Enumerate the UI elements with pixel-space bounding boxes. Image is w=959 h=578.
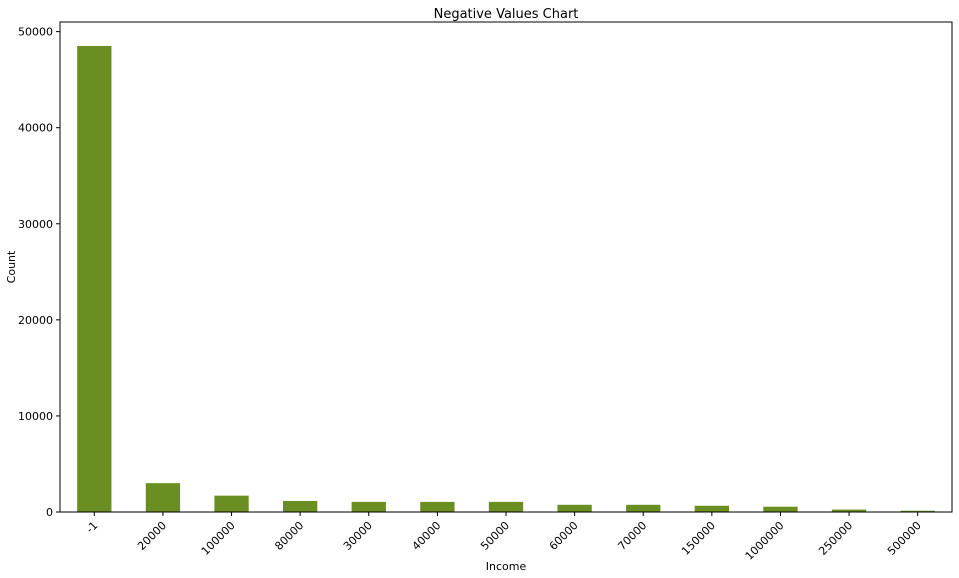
y-tick-label: 50000	[18, 26, 53, 39]
bar-150000	[694, 505, 729, 512]
y-tick-label: 40000	[18, 122, 53, 135]
y-axis-label: Count	[5, 250, 18, 283]
bar--1	[77, 46, 112, 513]
y-tick-label: 10000	[18, 410, 53, 423]
bar-50000	[488, 501, 524, 512]
y-tick-label: 30000	[18, 218, 53, 231]
bar-70000	[626, 504, 661, 512]
bar-20000	[145, 483, 181, 512]
plot-frame	[59, 21, 953, 513]
y-axis-ticks: 0 10000 20000 30000 40000 50000	[18, 26, 60, 519]
bars-group	[77, 46, 935, 513]
chart-title: Negative Values Chart	[434, 7, 579, 22]
bar-30000	[351, 501, 386, 512]
bar-500000	[900, 510, 935, 512]
y-tick-label: 0	[46, 506, 53, 519]
bar-40000	[420, 501, 455, 512]
bar-250000	[831, 509, 867, 512]
y-tick-label: 20000	[18, 314, 53, 327]
bar-60000	[557, 504, 592, 512]
bar-1000000	[763, 506, 798, 512]
bar-100000	[214, 495, 249, 512]
x-axis-label: Income	[486, 560, 527, 573]
bar-80000	[283, 500, 318, 512]
